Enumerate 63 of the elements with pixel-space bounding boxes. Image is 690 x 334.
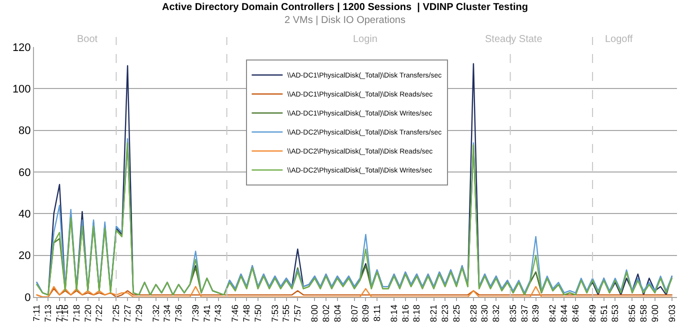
x-tick-label: 8:25 [451,304,462,322]
y-tick-label: 80 [18,125,31,138]
x-tick-label: 7:36 [174,304,184,322]
x-tick-label: 8:39 [530,304,541,322]
chart-title: Active Directory Domain Controllers | 1200 Sessions | VDINP Cluster Testing [162,2,528,14]
x-tick-label: 8:14 [388,304,399,322]
x-tick-label: 8:56 [627,304,638,322]
x-tick-label: 8:18 [412,304,422,322]
x-tick-label: 8:11 [372,304,382,322]
x-tick-label: 7:41 [202,304,212,322]
x-tick-label: 7:32 [150,304,161,322]
x-tick-label: 8:23 [440,304,450,322]
chart-subtitle: 2 VMs | Disk IO Operations [284,15,406,26]
text: Logoff [605,34,633,45]
x-tick-label: 7:48 [242,304,252,322]
x-tick-label: 7:13 [43,304,54,322]
x-tick-label: 8:35 [508,304,518,322]
x-tick-label: 7:22 [94,304,104,322]
y-tick-label: 0 [24,292,31,304]
x-tick-label: 8:32 [491,304,502,322]
x-tick-label: 7:57 [292,304,303,322]
x-tick-label: 8:37 [519,304,530,322]
text: Steady State [485,34,543,45]
x-tick-label: 8:30 [480,304,490,322]
x-tick-label: 7:43 [213,304,224,322]
x-tick-label: 8:51 [598,304,609,322]
x-tick-label: 8:16 [400,304,410,322]
x-tick-label: 8:21 [428,304,439,322]
x-tick-label: 7:34 [162,304,172,322]
x-tick-label: 8:46 [570,304,580,322]
line-series [36,286,672,297]
x-tick-label: 7:16 [60,304,70,322]
x-tick-label: 7:55 [281,304,292,322]
x-tick-label: 8:42 [548,304,558,322]
text: Login [353,34,378,45]
x-tick-label: 8:04 [332,304,342,322]
x-tick-label: 7:50 [252,304,263,322]
text: Boot [77,34,98,45]
x-tick-label: 8:28 [468,304,478,322]
x-tick-label: 9:00 [650,304,660,322]
x-tick-label: 8:49 [587,304,598,322]
x-tick-label: 9:03 [666,304,677,322]
x-tick-label: 7:27 [122,304,132,322]
x-tick-label: 8:58 [638,304,648,322]
x-tick-label: 7:11 [32,304,42,322]
x-tick-label: 7:39 [190,304,201,322]
x-tick-label: 8:00 [310,304,320,322]
x-tick-label: 7:46 [230,304,240,322]
y-tick-label: 60 [18,166,31,179]
x-tick-label: 7:53 [270,304,280,322]
y-tick-label: 120 [12,42,31,54]
x-tick-label: 8:53 [610,304,620,322]
x-tick-label: 8:44 [559,304,570,322]
y-tick-label: 100 [12,84,31,96]
y-tick-label: 20 [18,250,31,262]
x-tick-label: 7:18 [71,304,82,322]
x-tick-label: 8:09 [360,304,371,322]
x-tick-label: 8:02 [320,304,331,322]
y-tick-label: 40 [18,208,31,221]
x-tick-label: 8:07 [349,304,360,322]
x-tick-label: 7:29 [134,304,144,322]
x-tick-label: 7:25 [111,304,122,322]
x-tick-label: 7:20 [82,304,93,322]
